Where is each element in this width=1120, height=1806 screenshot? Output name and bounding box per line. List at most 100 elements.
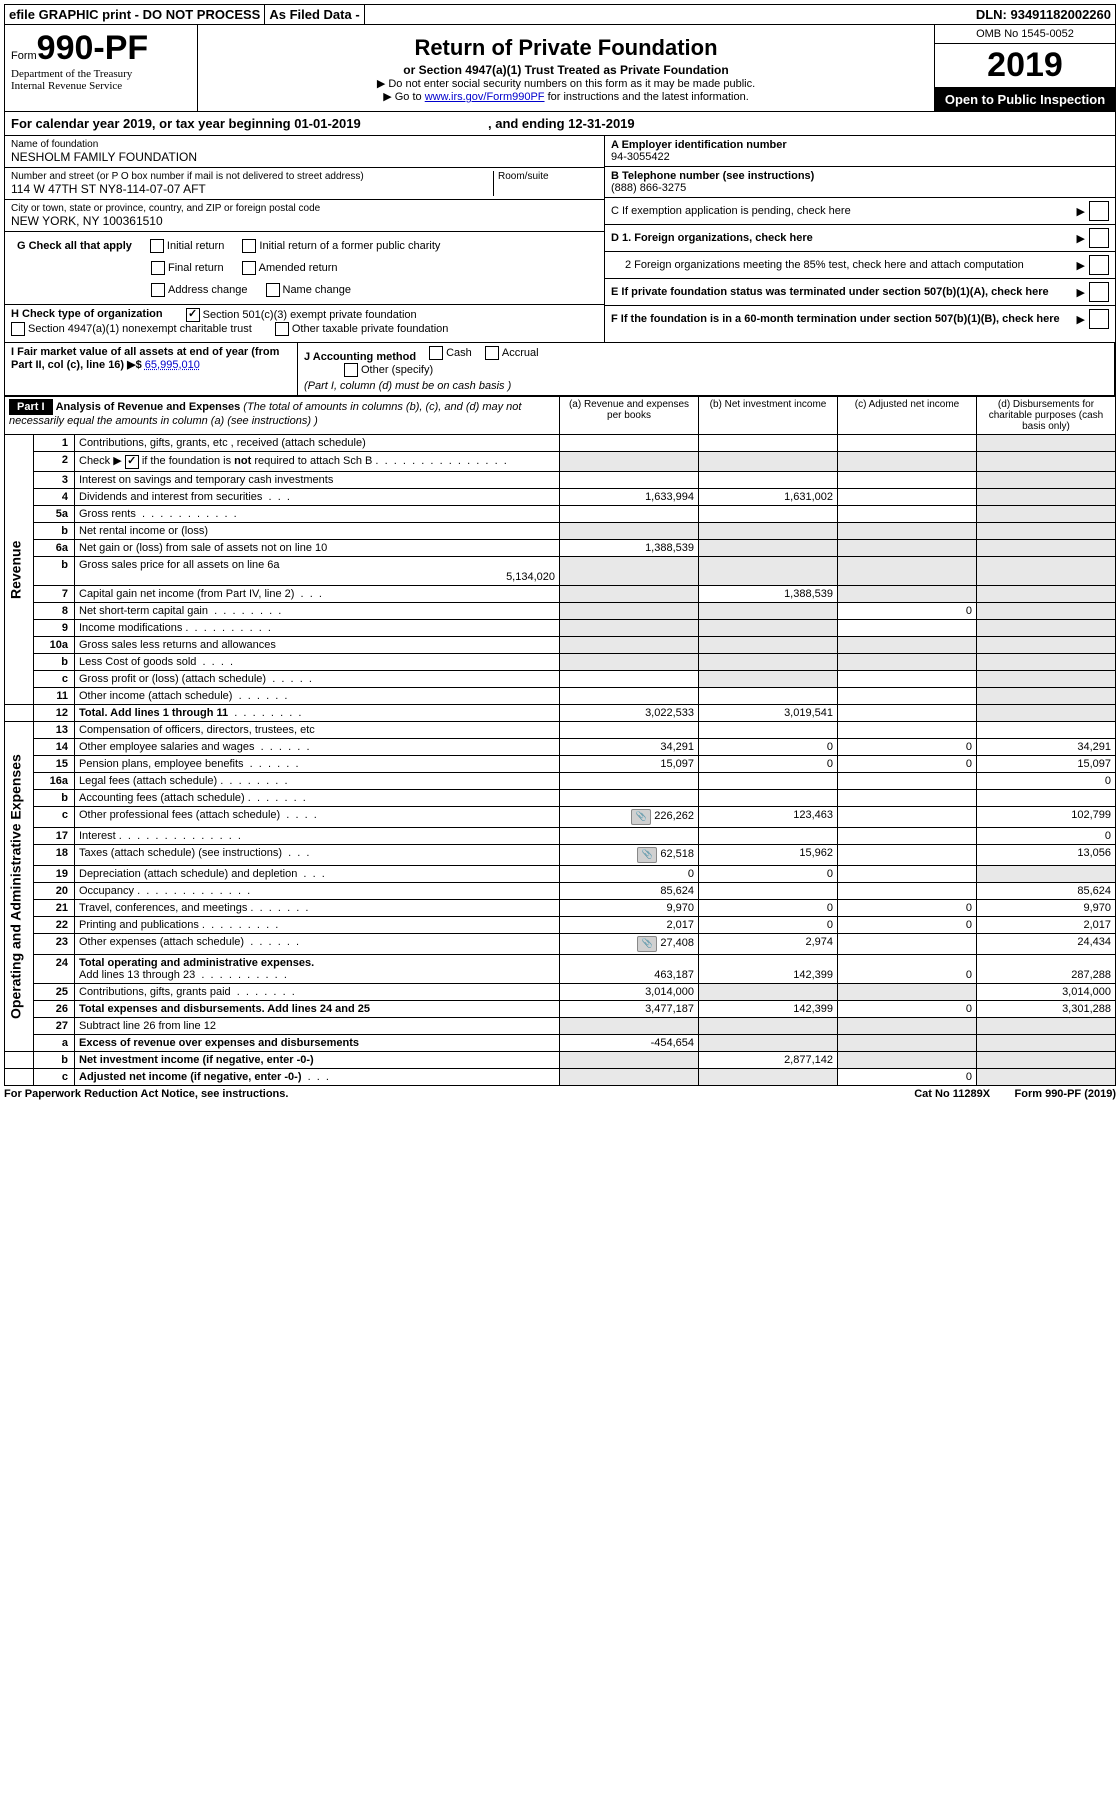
ein-cell: A Employer identification number 94-3055… <box>605 136 1115 167</box>
ln-no: 10a <box>34 637 75 654</box>
e-label: E If private foundation status was termi… <box>611 286 1049 298</box>
schedule-icon[interactable]: 📎 <box>637 847 657 863</box>
c-label: C If exemption application is pending, c… <box>611 205 851 217</box>
ln-desc: Net rental income or (loss) <box>75 523 560 540</box>
ln-desc: Occupancy . . . . . . . . . . . . . <box>75 883 560 900</box>
city-cell: City or town, state or province, country… <box>5 200 604 232</box>
d2-label: 2 Foreign organizations meeting the 85% … <box>611 259 1024 271</box>
cb-foreign-org[interactable] <box>1089 228 1109 248</box>
irs-link[interactable]: www.irs.gov/Form990PF <box>425 91 545 103</box>
amt: -454,654 <box>560 1035 699 1052</box>
ln-no: 9 <box>34 620 75 637</box>
cb-terminated[interactable] <box>1089 282 1109 302</box>
line-5b: b Net rental income or (loss) <box>5 523 1116 540</box>
schedule-icon[interactable]: 📎 <box>631 809 651 825</box>
ln-no: c <box>34 671 75 688</box>
amt: 123,463 <box>699 807 838 828</box>
line-11: 11 Other income (attach schedule) . . . … <box>5 688 1116 705</box>
cb-accrual[interactable]: Accrual <box>485 346 539 360</box>
name-cell: Name of foundation NESHOLM FAMILY FOUNDA… <box>5 136 604 168</box>
d1-label: D 1. Foreign organizations, check here <box>611 232 813 244</box>
amt: 0 <box>699 917 838 934</box>
cb-4947a1[interactable]: Section 4947(a)(1) nonexempt charitable … <box>11 322 252 336</box>
cb-exemption-pending[interactable] <box>1089 201 1109 221</box>
tax-year: 2019 <box>935 44 1115 88</box>
line-6a: 6a Net gain or (loss) from sale of asset… <box>5 540 1116 557</box>
schedule-icon[interactable]: 📎 <box>637 936 657 952</box>
ln-desc: Net short-term capital gain . . . . . . … <box>75 603 560 620</box>
fmv-value: 65,995,010 <box>145 359 200 371</box>
name-label: Name of foundation <box>11 139 598 150</box>
line-18: 18 Taxes (attach schedule) (see instruct… <box>5 845 1116 866</box>
cb-not-required-schb[interactable]: ✓ <box>125 455 139 469</box>
ln-desc: Taxes (attach schedule) (see instruction… <box>75 845 560 866</box>
amt: 0 <box>838 917 977 934</box>
ln-desc: Interest on savings and temporary cash i… <box>75 472 560 489</box>
amt: 102,799 <box>977 807 1116 828</box>
ln-txt: Total expenses and disbursements. Add li… <box>79 1003 370 1015</box>
ln-no: 26 <box>34 1001 75 1018</box>
ln-no: 17 <box>34 828 75 845</box>
cb-lbl: Accrual <box>502 347 539 359</box>
cb-other-method[interactable]: Other (specify) <box>344 363 433 377</box>
part1-badge: Part I <box>9 399 53 415</box>
dln: DLN: 93491182002260 <box>972 5 1115 24</box>
ln-no: 21 <box>34 900 75 917</box>
open-inspection: Open to Public Inspection <box>935 88 1115 111</box>
amt: 15,097 <box>560 756 699 773</box>
line-4: 4 Dividends and interest from securities… <box>5 489 1116 506</box>
amt: 3,014,000 <box>977 984 1116 1001</box>
ln-no: c <box>34 807 75 828</box>
part1-header-row: Part I Analysis of Revenue and Expenses … <box>5 397 1116 435</box>
ln-no: a <box>34 1035 75 1052</box>
cb-501c3[interactable]: ✓Section 501(c)(3) exempt private founda… <box>186 308 417 322</box>
ln-txt: Less Cost of goods sold <box>79 656 196 668</box>
section-d1: D 1. Foreign organizations, check here ▶ <box>605 225 1115 252</box>
ln-desc: Net investment income (if negative, ente… <box>75 1052 560 1069</box>
amt-12b: 3,019,541 <box>699 705 838 722</box>
ln-no: 23 <box>34 934 75 955</box>
amt: 3,014,000 <box>560 984 699 1001</box>
cb-other-taxable[interactable]: Other taxable private foundation <box>275 322 449 336</box>
amt-4a: 1,633,994 <box>560 489 699 506</box>
line-10b: b Less Cost of goods sold . . . . <box>5 654 1116 671</box>
ln-desc: Subtract line 26 from line 12 <box>75 1018 560 1035</box>
part1-table: Part I Analysis of Revenue and Expenses … <box>4 396 1116 1086</box>
cb-initial-former[interactable]: Initial return of a former public charit… <box>242 239 440 253</box>
ln-no: 4 <box>34 489 75 506</box>
cb-name-change[interactable]: Name change <box>266 283 352 297</box>
arrow-icon: ▶ <box>1077 205 1085 218</box>
ln-txt: Income modifications <box>79 622 182 634</box>
amt: 142,399 <box>699 1001 838 1018</box>
ln-desc: Other income (attach schedule) . . . . .… <box>75 688 560 705</box>
amt-val: 62,518 <box>660 848 694 860</box>
cb-address-change[interactable]: Address change <box>151 283 248 297</box>
amt-12a: 3,022,533 <box>560 705 699 722</box>
amt: 2,974 <box>699 934 838 955</box>
cb-final-return[interactable]: Final return <box>151 261 224 275</box>
ln-desc: Gross sales less returns and allowances <box>75 637 560 654</box>
amt: 34,291 <box>977 739 1116 756</box>
cb-lbl: Name change <box>283 284 352 296</box>
ln-desc: Other professional fees (attach schedule… <box>75 807 560 828</box>
dept-irs: Internal Revenue Service <box>11 80 191 92</box>
dept-treasury: Department of the Treasury <box>11 68 191 80</box>
ln-desc: Capital gain net income (from Part IV, l… <box>75 586 560 603</box>
section-c: C If exemption application is pending, c… <box>605 198 1115 225</box>
cb-initial-return[interactable]: Initial return <box>150 239 224 253</box>
cb-amended-return[interactable]: Amended return <box>242 261 338 275</box>
amt: 2,017 <box>977 917 1116 934</box>
ln-desc: Adjusted net income (if negative, enter … <box>75 1069 560 1086</box>
line-16a: 16a Legal fees (attach schedule) . . . .… <box>5 773 1116 790</box>
section-ij: I Fair market value of all assets at end… <box>4 343 1116 396</box>
ln-desc: Excess of revenue over expenses and disb… <box>75 1035 560 1052</box>
cb-60month[interactable] <box>1089 309 1109 329</box>
ln-no: 27 <box>34 1018 75 1035</box>
line-24: 24 Total operating and administrative ex… <box>5 955 1116 984</box>
cb-lbl: Address change <box>168 284 248 296</box>
line-9: 9 Income modifications . . . . . . . . .… <box>5 620 1116 637</box>
line-27b: b Net investment income (if negative, en… <box>5 1052 1116 1069</box>
cb-cash[interactable]: Cash <box>429 346 472 360</box>
cb-foreign-85[interactable] <box>1089 255 1109 275</box>
phone-cell: B Telephone number (see instructions) (8… <box>605 167 1115 198</box>
